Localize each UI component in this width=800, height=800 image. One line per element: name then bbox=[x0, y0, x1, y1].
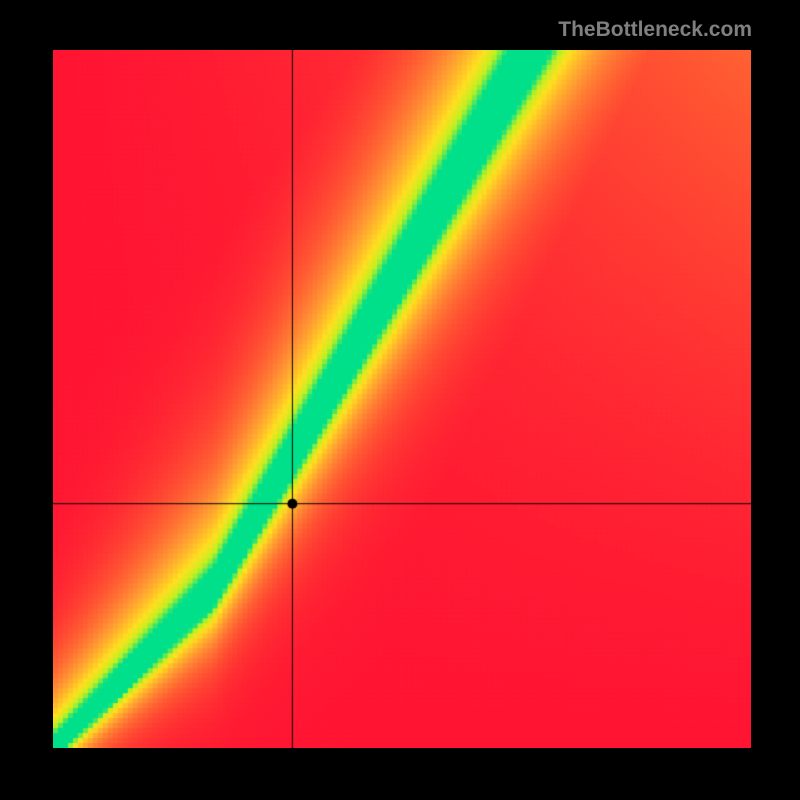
watermark-text: TheBottleneck.com bbox=[558, 18, 752, 42]
bottleneck-heatmap bbox=[53, 50, 751, 748]
